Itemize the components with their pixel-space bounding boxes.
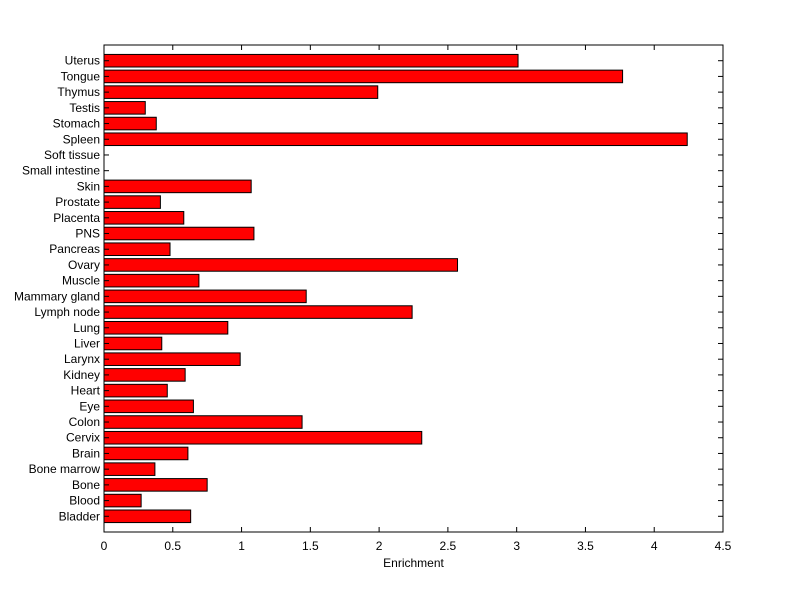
bar-larynx: [103, 352, 241, 366]
bar-lung: [103, 320, 229, 335]
bar-spleen: [103, 132, 688, 147]
y-tick-label: PNS: [75, 227, 100, 241]
x-tick-label: 3.5: [577, 539, 594, 553]
y-tick-label: Liver: [74, 336, 100, 350]
bar-lymph-node: [103, 305, 413, 319]
bar-brain: [103, 446, 189, 461]
y-tick-label: Blood: [69, 494, 100, 508]
x-tick-label: 0.5: [164, 539, 181, 553]
bar-colon: [103, 415, 303, 429]
x-tick-label: 2.5: [440, 539, 457, 553]
y-tick-label: Mammary gland: [14, 289, 100, 303]
x-tick-label: 4: [651, 539, 658, 553]
x-axis-label: Enrichment: [383, 556, 444, 570]
y-tick-label: Pancreas: [49, 242, 100, 256]
bars-layer: [103, 53, 688, 524]
y-tick-label: Uterus: [65, 54, 100, 68]
y-tick-label: Kidney: [63, 368, 100, 382]
bar-kidney: [103, 368, 186, 382]
ticks-layer: [103, 45, 724, 532]
bar-liver: [103, 336, 163, 351]
bar-bone: [103, 478, 208, 492]
bar-thymus: [103, 85, 379, 99]
x-tick-labels: 0 0.5 1 1.5 2 2.5 3 3.5 4 4.5: [101, 539, 732, 553]
y-tick-label: Testis: [69, 101, 100, 115]
x-tick-label: 4.5: [715, 539, 732, 553]
y-tick-label: Placenta: [53, 211, 100, 225]
y-tick-label: Bone marrow: [29, 462, 101, 476]
bar-pancreas: [103, 242, 171, 257]
bar-bone-marrow: [103, 462, 156, 476]
bar-placenta: [103, 211, 185, 225]
y-tick-label: Muscle: [62, 274, 100, 288]
bar-ovary: [103, 258, 459, 272]
bar-muscle: [103, 273, 200, 288]
bar-testis: [103, 101, 146, 115]
y-tick-label: Brain: [72, 446, 100, 460]
y-tick-label: Colon: [69, 415, 100, 429]
y-tick-label: Bladder: [59, 509, 100, 523]
bar-skin: [103, 179, 252, 194]
y-tick-label: Eye: [79, 399, 100, 413]
bar-cervix: [103, 430, 423, 445]
y-tick-label: Bone: [72, 478, 100, 492]
bar-prostate: [103, 195, 161, 209]
y-tick-label: Heart: [71, 384, 101, 398]
bar-blood: [103, 493, 142, 508]
bar-eye: [103, 399, 194, 414]
x-tick-label: 1: [238, 539, 245, 553]
y-tick-label: Tongue: [61, 69, 101, 83]
x-tick-label: 3: [513, 539, 520, 553]
y-tick-label: Prostate: [55, 195, 100, 209]
y-tick-label: Lymph node: [34, 305, 100, 319]
bar-stomach: [103, 116, 157, 131]
y-tick-label: Thymus: [57, 85, 100, 99]
x-tick-label: 2: [376, 539, 383, 553]
y-tick-label: Cervix: [66, 431, 100, 445]
y-tick-label: Spleen: [63, 132, 100, 146]
y-tick-label: Small intestine: [22, 164, 100, 178]
bar-mammary-gland: [103, 289, 307, 304]
y-tick-label: Stomach: [53, 117, 100, 131]
bar-heart: [103, 383, 168, 398]
x-tick-label: 1.5: [302, 539, 319, 553]
bar-uterus: [103, 53, 519, 68]
y-tick-label: Ovary: [68, 258, 100, 272]
y-tick-label: Soft tissue: [44, 148, 100, 162]
y-tick-label: Lung: [73, 321, 100, 335]
plot-frame: [103, 44, 724, 533]
bar-tongue: [103, 69, 624, 84]
bar-pns: [103, 226, 255, 241]
y-tick-label: Skin: [77, 179, 100, 193]
y-tick-label: Larynx: [64, 352, 100, 366]
x-tick-label: 0: [101, 539, 108, 553]
bar-bladder: [103, 509, 192, 524]
